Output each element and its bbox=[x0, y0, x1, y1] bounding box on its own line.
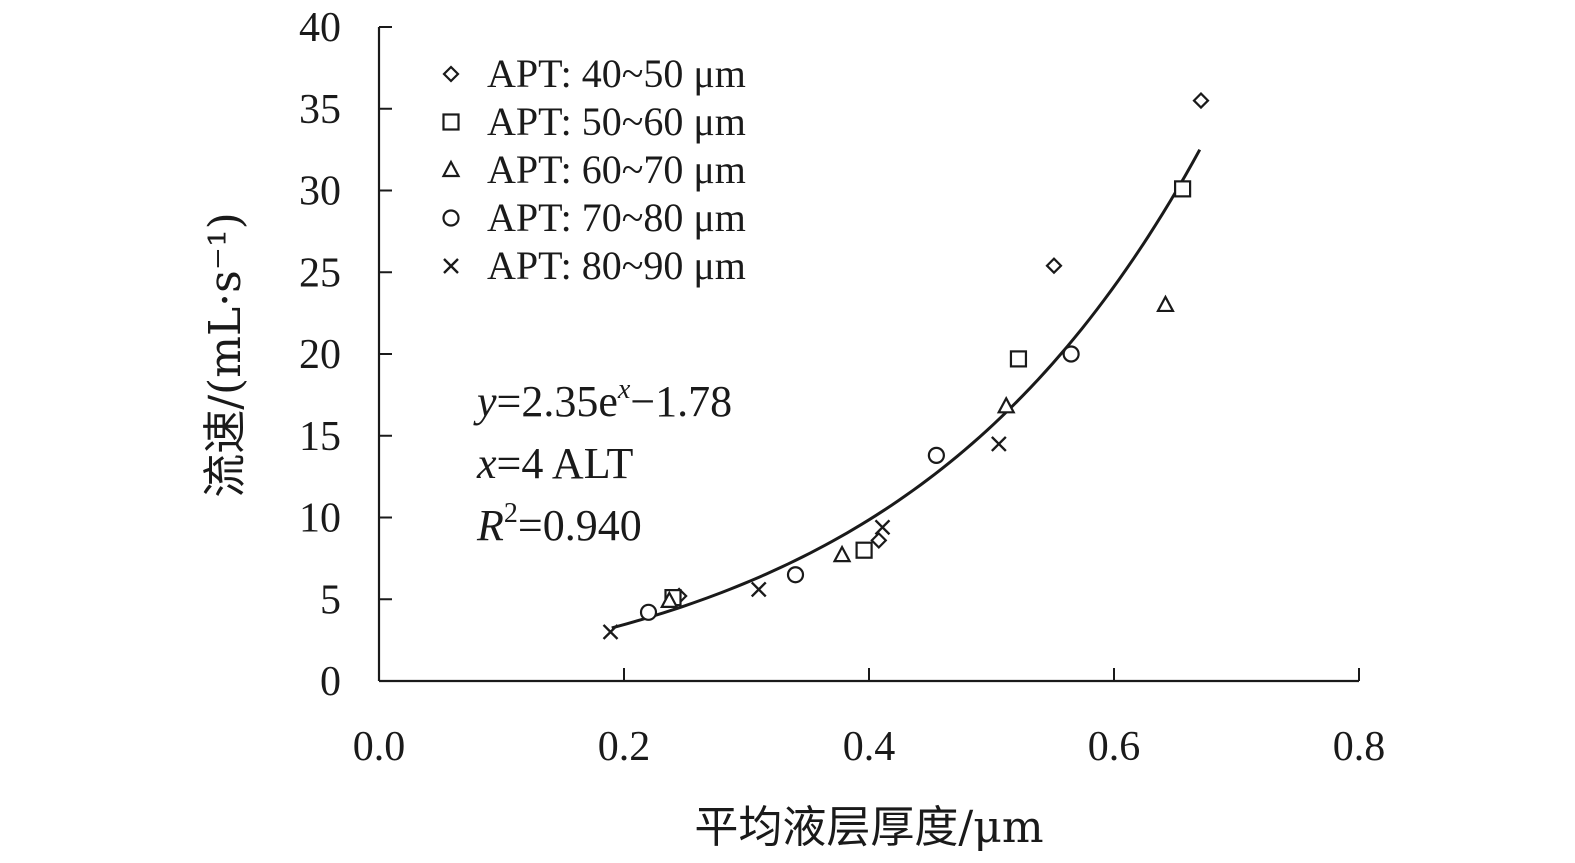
data-point-square bbox=[855, 541, 873, 559]
y-tick-label: 40 bbox=[299, 5, 341, 51]
series-group bbox=[602, 436, 1007, 640]
data-point-cross bbox=[991, 436, 1007, 452]
legend-label: APT: 60~70 μm bbox=[487, 147, 746, 192]
data-point-circle bbox=[639, 603, 658, 621]
equation-x-definition: =4 ALT bbox=[497, 439, 634, 488]
data-point-cross bbox=[750, 581, 767, 598]
equation-exponent: x bbox=[617, 374, 631, 405]
data-point-triangle bbox=[1156, 294, 1175, 313]
data-points-layer bbox=[602, 92, 1210, 640]
x-axis-title: 平均液层厚度/μm bbox=[694, 802, 1043, 853]
equation-line-1: y=2.35ex−1.78 bbox=[473, 374, 732, 426]
series-group bbox=[659, 294, 1175, 608]
legend-label: APT: 50~60 μm bbox=[487, 99, 746, 144]
y-tick-label: 10 bbox=[299, 496, 341, 542]
equation-y-var: y bbox=[473, 377, 497, 426]
legend-marker-triangle bbox=[441, 159, 461, 178]
equation-r-exponent: 2 bbox=[504, 498, 518, 529]
fit-equation: y=2.35ex−1.78 x=4 ALT R2=0.940 bbox=[473, 374, 732, 550]
equation-r-value: =0.940 bbox=[518, 501, 642, 550]
legend-marker-square bbox=[442, 113, 460, 131]
equation-r-var: R bbox=[476, 501, 504, 550]
data-point-circle bbox=[927, 446, 945, 464]
legend-marker-cross bbox=[443, 258, 459, 274]
legend-label: APT: 40~50 μm bbox=[487, 51, 746, 96]
fit-curve-layer bbox=[611, 148, 1202, 630]
x-tick-label: 0.2 bbox=[598, 724, 651, 770]
legend-label: APT: 80~90 μm bbox=[487, 243, 746, 288]
x-tick-label: 0.8 bbox=[1333, 724, 1386, 770]
series-group bbox=[670, 92, 1210, 605]
y-tick-label: 15 bbox=[299, 414, 341, 460]
legend-label: APT: 70~80 μm bbox=[487, 195, 746, 240]
y-tick-label: 5 bbox=[320, 577, 341, 623]
equation-line-2: x=4 ALT bbox=[476, 439, 634, 488]
y-tick-label: 30 bbox=[299, 169, 341, 215]
fit-curve bbox=[611, 148, 1202, 630]
equation-x-var: x bbox=[476, 439, 497, 488]
data-point-cross bbox=[602, 624, 619, 640]
equation-coefficients: =2.35e bbox=[497, 377, 618, 426]
x-tick-label: 0.6 bbox=[1088, 724, 1141, 770]
y-axis-title: 流速/(mL·s⁻¹) bbox=[200, 212, 251, 498]
x-tick-label: 0.4 bbox=[843, 724, 896, 770]
equation-line-3: R2=0.940 bbox=[476, 498, 642, 550]
series-group bbox=[639, 345, 1080, 621]
y-tick-label: 25 bbox=[299, 250, 341, 296]
data-point-diamond bbox=[870, 531, 888, 549]
data-point-square bbox=[1173, 180, 1192, 198]
axes: 0 5 10 15 20 25 30 35 40 0.0 0.2 0.4 0.6 0.8 bbox=[299, 5, 1385, 770]
legend-marker-diamond bbox=[442, 65, 460, 83]
data-point-circle bbox=[786, 566, 805, 584]
data-point-triangle bbox=[996, 395, 1016, 414]
data-point-square bbox=[1009, 350, 1028, 368]
data-point-triangle bbox=[832, 544, 852, 563]
data-point-cross bbox=[874, 519, 891, 536]
data-point-diamond bbox=[1192, 92, 1210, 110]
y-tick-label: 35 bbox=[299, 87, 341, 133]
data-point-circle bbox=[1062, 345, 1080, 363]
equation-constant: −1.78 bbox=[630, 377, 732, 426]
legend-marker-circle bbox=[442, 209, 460, 227]
x-tick-label: 0.0 bbox=[353, 724, 406, 770]
data-point-diamond bbox=[1045, 257, 1063, 275]
y-tick-label: 20 bbox=[299, 332, 341, 378]
y-tick-label: 0 bbox=[320, 659, 341, 705]
data-point-triangle bbox=[659, 590, 679, 608]
